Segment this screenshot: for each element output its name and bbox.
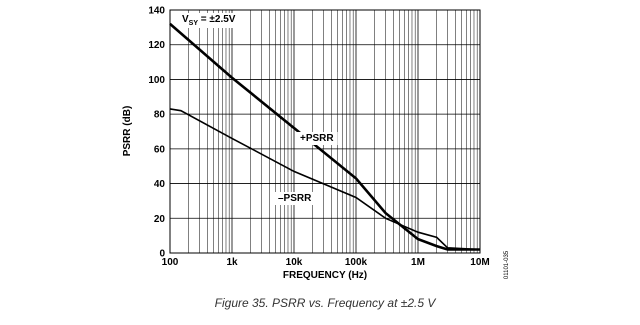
condition-label: VSY = ±2.5V xyxy=(182,14,236,27)
x-tick-label: 10M xyxy=(470,257,489,268)
annotation: +PSRR xyxy=(297,132,338,145)
condition-subscript: SY xyxy=(189,20,199,27)
label-background xyxy=(297,132,338,145)
caption: Figure 35. PSRR vs. Frequency at ±2.5 V xyxy=(215,296,437,310)
plot-frame xyxy=(169,9,481,254)
x-tick-label: 100 xyxy=(162,257,179,268)
x-tick-label: 100k xyxy=(345,257,368,268)
legend-label: +PSRR xyxy=(300,133,334,144)
annotation: –PSRR xyxy=(275,192,316,205)
condition-suffix: = ±2.5V xyxy=(198,14,236,25)
condition-main: V xyxy=(182,14,189,25)
x-tick-label: 10k xyxy=(286,257,303,268)
y-axis-label: PSRR (dB) xyxy=(122,106,133,157)
x-tick-label: 1k xyxy=(226,257,238,268)
y-tick-label: 120 xyxy=(148,40,165,51)
y-tick-label: 0 xyxy=(159,249,165,260)
y-tick-label: 60 xyxy=(154,144,166,155)
series-line xyxy=(169,108,481,251)
y-tick-label: 80 xyxy=(154,110,166,121)
x-axis-label: FREQUENCY (Hz) xyxy=(283,270,367,281)
series-line xyxy=(169,22,480,251)
y-tick-label: 40 xyxy=(154,179,166,190)
figure-code: 01101-035 xyxy=(504,250,510,279)
label-background xyxy=(179,13,239,28)
x-tick-label: 1M xyxy=(411,257,425,268)
y-tick-label: 20 xyxy=(154,214,166,225)
y-tick-label: 140 xyxy=(148,6,165,17)
y-tick-label: 100 xyxy=(148,75,165,86)
annotation: VSY = ±2.5V xyxy=(179,13,239,28)
legend-label: –PSRR xyxy=(278,193,312,204)
label-background xyxy=(275,192,316,205)
